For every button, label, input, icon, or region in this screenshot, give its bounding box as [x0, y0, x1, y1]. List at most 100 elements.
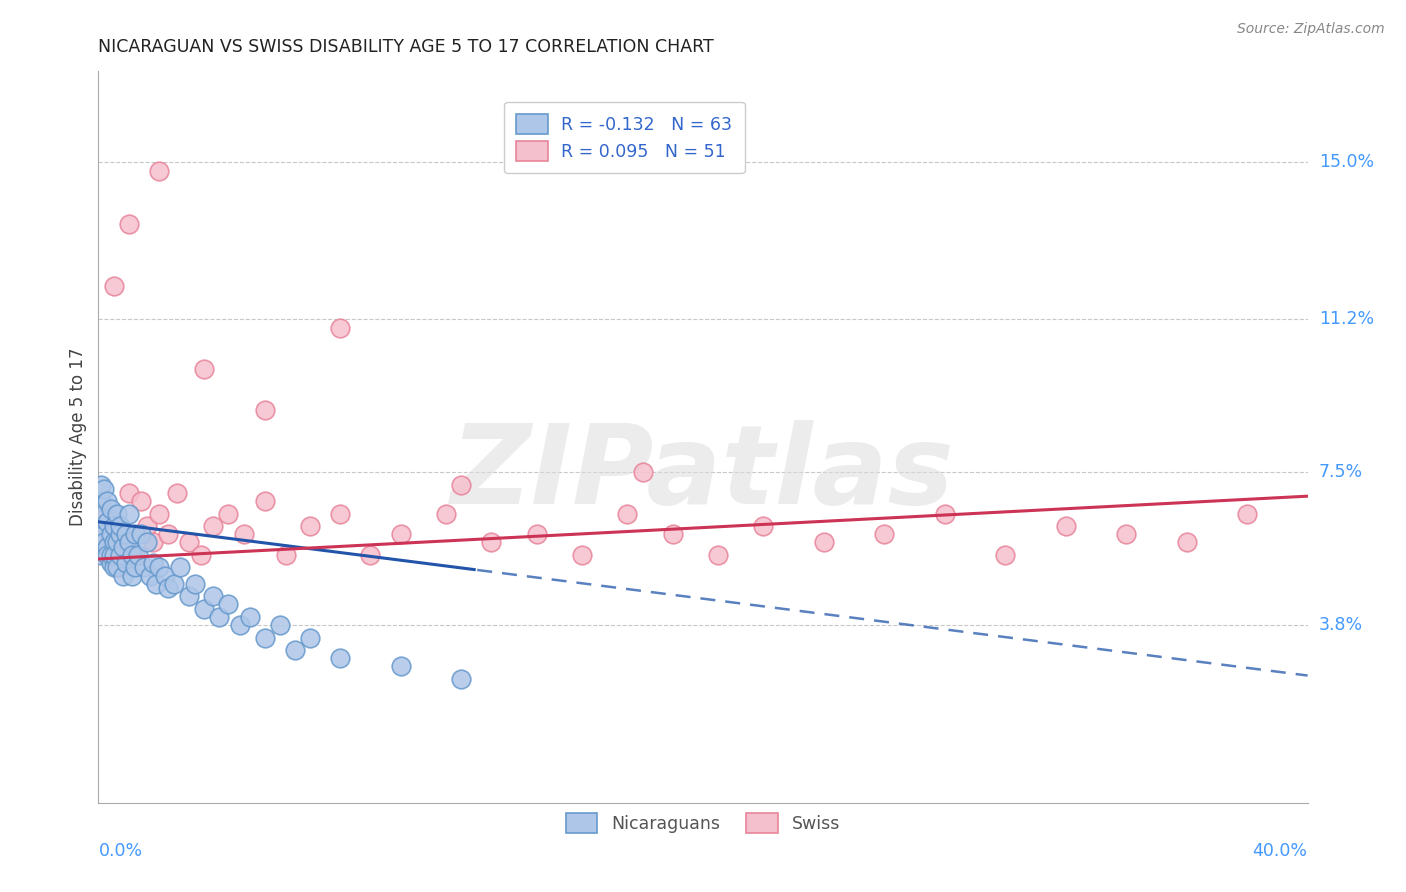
Point [105, 535, 128, 549]
Point [360, 548, 382, 562]
Point [121, 548, 143, 562]
Point [93, 527, 115, 541]
Point [153, 568, 176, 582]
Point [139, 568, 162, 582]
Point [105, 507, 128, 521]
Point [169, 560, 191, 574]
Point [229, 618, 252, 632]
Point [103, 560, 125, 574]
Y-axis label: Disability Age 5 to 17: Disability Age 5 to 17 [69, 348, 87, 526]
Point [103, 519, 125, 533]
Point [100, 502, 122, 516]
Point [148, 560, 170, 574]
Point [118, 507, 141, 521]
Point [299, 631, 322, 645]
Point [124, 527, 146, 541]
Point [124, 548, 146, 562]
Point [93, 535, 115, 549]
Point [127, 548, 149, 562]
Point [108, 519, 131, 533]
Text: Source: ZipAtlas.com: Source: ZipAtlas.com [1237, 22, 1385, 37]
Point [1175, 535, 1198, 549]
Point [148, 163, 170, 178]
Point [217, 507, 239, 521]
Point [145, 576, 167, 591]
Point [481, 535, 503, 549]
Point [108, 560, 131, 574]
Point [190, 548, 212, 562]
Point [934, 507, 956, 521]
Point [100, 527, 122, 541]
Point [434, 507, 457, 521]
Point [103, 279, 125, 293]
Point [1115, 527, 1137, 541]
Point [202, 589, 225, 603]
Text: 0.0%: 0.0% [98, 842, 142, 860]
Point [284, 643, 307, 657]
Point [571, 548, 593, 562]
Point [90, 527, 112, 541]
Point [329, 651, 352, 665]
Point [253, 494, 276, 508]
Point [232, 527, 254, 541]
Text: 3.8%: 3.8% [1319, 616, 1362, 634]
Point [329, 320, 352, 334]
Point [631, 465, 654, 479]
Point [100, 556, 122, 570]
Point [179, 589, 201, 603]
Point [103, 519, 125, 533]
Point [156, 527, 179, 541]
Point [526, 527, 548, 541]
Point [103, 548, 125, 562]
Point [142, 535, 165, 549]
Point [90, 519, 112, 533]
Point [118, 217, 141, 231]
Point [118, 486, 141, 500]
Point [129, 494, 152, 508]
Text: NICARAGUAN VS SWISS DISABILITY AGE 5 TO 17 CORRELATION CHART: NICARAGUAN VS SWISS DISABILITY AGE 5 TO … [98, 38, 714, 56]
Point [108, 527, 131, 541]
Point [121, 568, 143, 582]
Point [142, 556, 165, 570]
Point [114, 527, 136, 541]
Point [105, 535, 128, 549]
Point [114, 556, 136, 570]
Point [156, 581, 179, 595]
Point [96, 515, 118, 529]
Point [752, 519, 775, 533]
Point [96, 494, 118, 508]
Point [90, 494, 112, 508]
Point [100, 548, 122, 562]
Text: 7.5%: 7.5% [1319, 463, 1362, 481]
Point [96, 548, 118, 562]
Point [253, 631, 276, 645]
Point [108, 548, 131, 562]
Point [93, 507, 115, 521]
Point [124, 560, 146, 574]
Point [661, 527, 683, 541]
Point [132, 560, 155, 574]
Point [202, 519, 225, 533]
Point [100, 548, 122, 562]
Point [217, 598, 239, 612]
Point [329, 507, 352, 521]
Point [166, 486, 188, 500]
Point [90, 477, 112, 491]
Point [96, 507, 118, 521]
Point [184, 576, 207, 591]
Point [96, 540, 118, 554]
Point [179, 535, 201, 549]
Point [274, 548, 297, 562]
Point [616, 507, 638, 521]
Text: ZIPatlas: ZIPatlas [451, 420, 955, 527]
Point [111, 527, 134, 541]
Point [118, 535, 141, 549]
Point [90, 548, 112, 562]
Point [1054, 519, 1077, 533]
Point [208, 610, 231, 624]
Point [163, 576, 186, 591]
Point [135, 535, 157, 549]
Legend: Nicaraguans, Swiss: Nicaraguans, Swiss [554, 801, 852, 846]
Point [239, 610, 262, 624]
Text: 40.0%: 40.0% [1253, 842, 1308, 860]
